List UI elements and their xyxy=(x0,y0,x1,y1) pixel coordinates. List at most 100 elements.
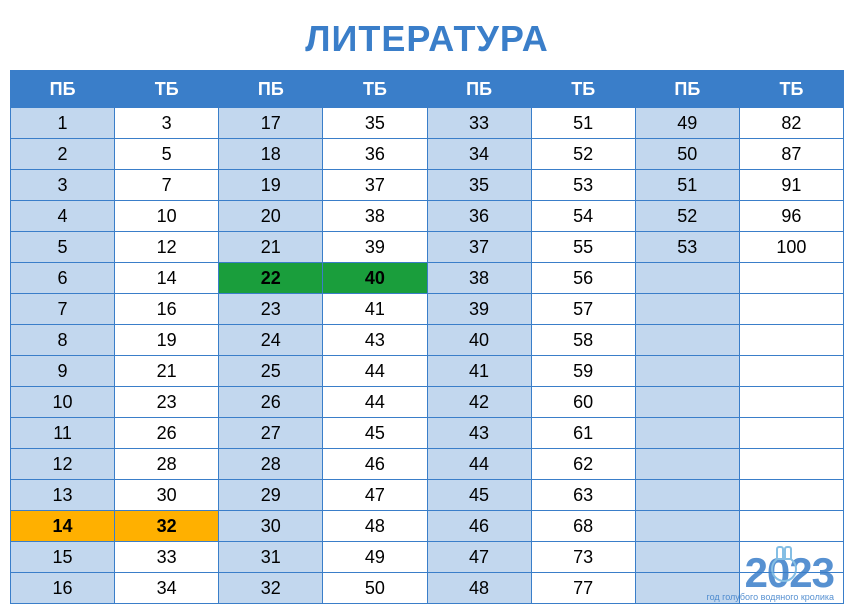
table-row: 153331494773 xyxy=(11,542,844,573)
table-cell: 53 xyxy=(635,232,739,263)
table-cell: 50 xyxy=(635,139,739,170)
column-header: ТБ xyxy=(739,71,843,108)
table-cell: 37 xyxy=(323,170,427,201)
table-cell: 22 xyxy=(219,263,323,294)
table-cell: 59 xyxy=(531,356,635,387)
table-cell: 39 xyxy=(323,232,427,263)
table-row: 410203836545296 xyxy=(11,201,844,232)
table-cell: 44 xyxy=(323,387,427,418)
table-cell: 17 xyxy=(219,108,323,139)
table-cell: 35 xyxy=(427,170,531,201)
table-cell xyxy=(739,387,843,418)
table-cell: 63 xyxy=(531,480,635,511)
table-cell: 21 xyxy=(219,232,323,263)
table-cell: 28 xyxy=(115,449,219,480)
table-cell: 42 xyxy=(427,387,531,418)
table-cell: 23 xyxy=(115,387,219,418)
table-cell xyxy=(635,356,739,387)
table-cell: 15 xyxy=(11,542,115,573)
table-cell: 47 xyxy=(323,480,427,511)
table-cell xyxy=(635,480,739,511)
table-cell: 16 xyxy=(115,294,219,325)
table-cell: 27 xyxy=(219,418,323,449)
table-cell: 49 xyxy=(323,542,427,573)
table-cell: 52 xyxy=(531,139,635,170)
table-cell: 53 xyxy=(531,170,635,201)
table-cell: 6 xyxy=(11,263,115,294)
table-cell: 10 xyxy=(11,387,115,418)
table-cell: 56 xyxy=(531,263,635,294)
table-cell: 12 xyxy=(115,232,219,263)
table-cell: 13 xyxy=(11,480,115,511)
table-cell: 33 xyxy=(115,542,219,573)
table-cell xyxy=(739,418,843,449)
table-cell xyxy=(739,449,843,480)
table-cell: 37 xyxy=(427,232,531,263)
table-cell: 49 xyxy=(635,108,739,139)
table-cell: 38 xyxy=(427,263,531,294)
table-cell xyxy=(739,356,843,387)
table-cell: 3 xyxy=(11,170,115,201)
table-cell: 4 xyxy=(11,201,115,232)
table-cell xyxy=(635,294,739,325)
table-cell: 7 xyxy=(115,170,219,201)
table-cell: 28 xyxy=(219,449,323,480)
table-cell: 36 xyxy=(427,201,531,232)
table-cell: 50 xyxy=(323,573,427,604)
table-cell: 5 xyxy=(11,232,115,263)
table-row: 81924434058 xyxy=(11,325,844,356)
column-header: ТБ xyxy=(531,71,635,108)
table-cell: 44 xyxy=(427,449,531,480)
table-cell: 30 xyxy=(219,511,323,542)
table-cell: 43 xyxy=(323,325,427,356)
table-row: 61422403856 xyxy=(11,263,844,294)
table-cell xyxy=(635,263,739,294)
table-cell: 12 xyxy=(11,449,115,480)
column-header: ПБ xyxy=(11,71,115,108)
table-cell: 24 xyxy=(219,325,323,356)
table-cell: 82 xyxy=(739,108,843,139)
table-cell xyxy=(739,480,843,511)
table-cell: 31 xyxy=(219,542,323,573)
table-cell: 26 xyxy=(115,418,219,449)
column-header: ПБ xyxy=(635,71,739,108)
column-header: ПБ xyxy=(219,71,323,108)
table-cell xyxy=(635,511,739,542)
table-cell: 91 xyxy=(739,170,843,201)
table-cell: 45 xyxy=(323,418,427,449)
score-table: ПБТБПБТБПБТБПБТБ 13173533514982251836345… xyxy=(10,70,844,604)
table-cell: 14 xyxy=(11,511,115,542)
table-row: 92125444159 xyxy=(11,356,844,387)
table-cell: 40 xyxy=(323,263,427,294)
table-cell: 48 xyxy=(323,511,427,542)
table-cell: 62 xyxy=(531,449,635,480)
table-cell xyxy=(739,542,843,573)
table-cell: 18 xyxy=(219,139,323,170)
table-cell: 58 xyxy=(531,325,635,356)
table-cell xyxy=(739,263,843,294)
column-header: ПБ xyxy=(427,71,531,108)
table-cell: 21 xyxy=(115,356,219,387)
table-cell: 96 xyxy=(739,201,843,232)
table-cell: 30 xyxy=(115,480,219,511)
table-cell: 41 xyxy=(427,356,531,387)
table-row: 71623413957 xyxy=(11,294,844,325)
table-cell: 57 xyxy=(531,294,635,325)
table-cell: 26 xyxy=(219,387,323,418)
table-cell: 36 xyxy=(323,139,427,170)
table-cell: 29 xyxy=(219,480,323,511)
table-cell: 46 xyxy=(427,511,531,542)
page-title: ЛИТЕРАТУРА xyxy=(10,18,844,60)
table-cell: 45 xyxy=(427,480,531,511)
table-cell: 51 xyxy=(531,108,635,139)
table-cell: 54 xyxy=(531,201,635,232)
table-row: 102326444260 xyxy=(11,387,844,418)
table-row: 133029474563 xyxy=(11,480,844,511)
table-cell: 40 xyxy=(427,325,531,356)
table-cell: 7 xyxy=(11,294,115,325)
table-row: 25183634525087 xyxy=(11,139,844,170)
table-cell xyxy=(739,294,843,325)
table-cell: 100 xyxy=(739,232,843,263)
table-cell: 3 xyxy=(115,108,219,139)
table-cell: 33 xyxy=(427,108,531,139)
